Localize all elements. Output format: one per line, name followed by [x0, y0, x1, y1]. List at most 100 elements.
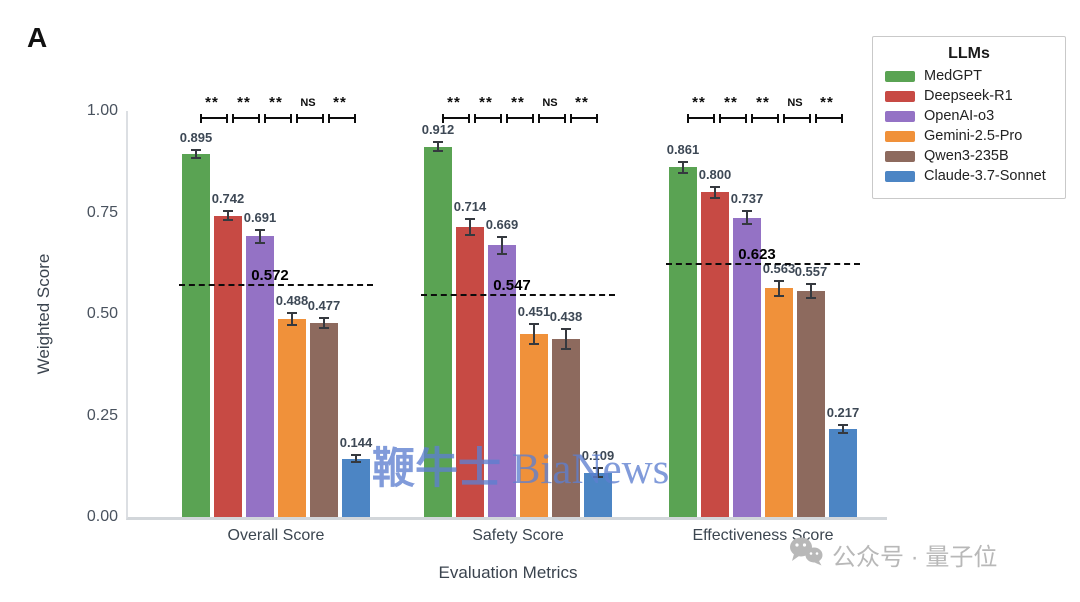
x-category-label: Effectiveness Score — [692, 527, 834, 544]
error-bar — [433, 141, 443, 153]
legend-box: LLMs MedGPT Deepseek-R1 OpenAI-o3 Gemini-2.… — [872, 36, 1066, 199]
error-bar-cap-bottom — [223, 219, 233, 222]
x-category-label: Overall Score — [227, 527, 325, 544]
significance-bracket-line — [753, 117, 777, 119]
y-tick-label: 0.25 — [86, 406, 118, 424]
bar-value-label: 0.742 — [211, 191, 245, 207]
bar-claude-3.7-sonnet — [342, 458, 370, 517]
error-bar-cap-top — [678, 160, 688, 163]
error-bar-cap-top — [561, 328, 571, 331]
significance-bracket — [815, 114, 843, 123]
significance-bracket-line — [476, 117, 500, 119]
bar-value-label: 0.144 — [339, 434, 373, 450]
bar-value-label: 0.488 — [275, 292, 309, 308]
legend-items: MedGPT Deepseek-R1 OpenAI-o3 Gemini-2.5-Pro… — [885, 68, 1053, 184]
significance-bracket-line — [540, 117, 564, 119]
legend-item: OpenAI-o3 — [885, 108, 1053, 124]
bar-value-label: 0.669 — [485, 217, 519, 233]
error-bar-stem — [565, 328, 567, 351]
error-bar-stem — [469, 218, 471, 237]
significance-bracket — [506, 114, 534, 123]
significance-bracket-line — [202, 117, 226, 119]
error-bar — [223, 210, 233, 222]
legend-swatch-icon — [885, 170, 915, 182]
significance-label: NS — [787, 97, 803, 109]
error-bar-stem — [291, 311, 293, 327]
error-bar — [351, 453, 361, 464]
threshold-value-label: 0.572 — [251, 266, 289, 284]
legend-swatch-icon — [885, 110, 915, 122]
bar-medgpt — [424, 146, 452, 517]
bar-medgpt — [182, 153, 210, 517]
error-bar-cap-bottom — [319, 327, 329, 330]
bar-claude-3.7-sonnet — [584, 472, 612, 517]
legend-label: Gemini-2.5-Pro — [924, 128, 1023, 144]
bar-medgpt — [669, 167, 697, 517]
bar-qwen3-235b — [552, 339, 580, 517]
legend-item: Qwen3-235B — [885, 148, 1053, 164]
error-bar-stem — [195, 148, 197, 159]
error-bar-cap-top — [191, 148, 201, 151]
significance-bracket — [442, 114, 470, 123]
error-bar-cap-bottom — [287, 324, 297, 327]
legend-swatch-icon — [885, 70, 915, 82]
error-bar-stem — [746, 210, 748, 226]
significance-label: ** — [237, 94, 251, 111]
error-bar-cap-top — [529, 322, 539, 325]
error-bar-stem — [810, 282, 812, 299]
error-bar-cap-top — [287, 311, 297, 314]
error-bar-cap-bottom — [529, 342, 539, 345]
error-bar-cap-bottom — [742, 223, 752, 226]
bar-value-label: 0.691 — [243, 210, 277, 226]
significance-bracket — [538, 114, 566, 123]
error-bar-stem — [778, 280, 780, 297]
error-bar-cap-bottom — [351, 461, 361, 464]
error-bar — [742, 210, 752, 226]
legend-item: MedGPT — [885, 68, 1053, 84]
error-bar-cap-bottom — [465, 234, 475, 237]
error-bar-stem — [533, 322, 535, 345]
significance-bracket — [328, 114, 356, 123]
error-bar — [287, 311, 297, 327]
bar-deepseek-r1 — [701, 192, 729, 517]
y-tick-label: 0.75 — [86, 203, 118, 221]
error-bar — [710, 185, 720, 199]
bar-value-label: 0.557 — [794, 263, 828, 279]
error-bar-cap-top — [223, 210, 233, 213]
y-tick-label: 0.00 — [86, 508, 118, 525]
error-bar-stem — [501, 236, 503, 255]
error-bar-cap-top — [497, 236, 507, 239]
error-bar-cap-top — [710, 185, 720, 188]
error-bar-stem — [842, 423, 844, 435]
y-tick-label: 0.50 — [86, 305, 118, 322]
error-bar-cap-bottom — [191, 156, 201, 159]
significance-bracket — [751, 114, 779, 123]
error-bar-cap-bottom — [433, 150, 443, 153]
significance-label: NS — [300, 97, 316, 109]
error-bar-stem — [259, 229, 261, 244]
error-bar-cap-top — [465, 218, 475, 221]
legend-item: Gemini-2.5-Pro — [885, 128, 1053, 144]
x-category-label: Safety Score — [472, 527, 564, 544]
threshold-value-label: 0.547 — [493, 276, 531, 294]
legend-swatch-icon — [885, 90, 915, 102]
error-bar-stem — [323, 317, 325, 330]
error-bar-cap-bottom — [806, 296, 816, 299]
significance-bracket-line — [508, 117, 532, 119]
bar-value-label: 0.477 — [307, 298, 341, 314]
significance-bracket-line — [817, 117, 841, 119]
error-bar-cap-top — [774, 280, 784, 283]
legend-swatch-icon — [885, 150, 915, 162]
legend-item: Deepseek-R1 — [885, 88, 1053, 104]
bar-value-label: 0.800 — [698, 166, 732, 182]
error-bar-cap-top — [742, 210, 752, 213]
error-bar — [255, 229, 265, 244]
significance-bracket — [200, 114, 228, 123]
bar-qwen3-235b — [797, 290, 825, 517]
error-bar-cap-bottom — [838, 432, 848, 435]
significance-bracket — [264, 114, 292, 123]
significance-label: ** — [575, 94, 589, 111]
error-bar — [465, 218, 475, 237]
bar-value-label: 0.451 — [517, 303, 551, 319]
